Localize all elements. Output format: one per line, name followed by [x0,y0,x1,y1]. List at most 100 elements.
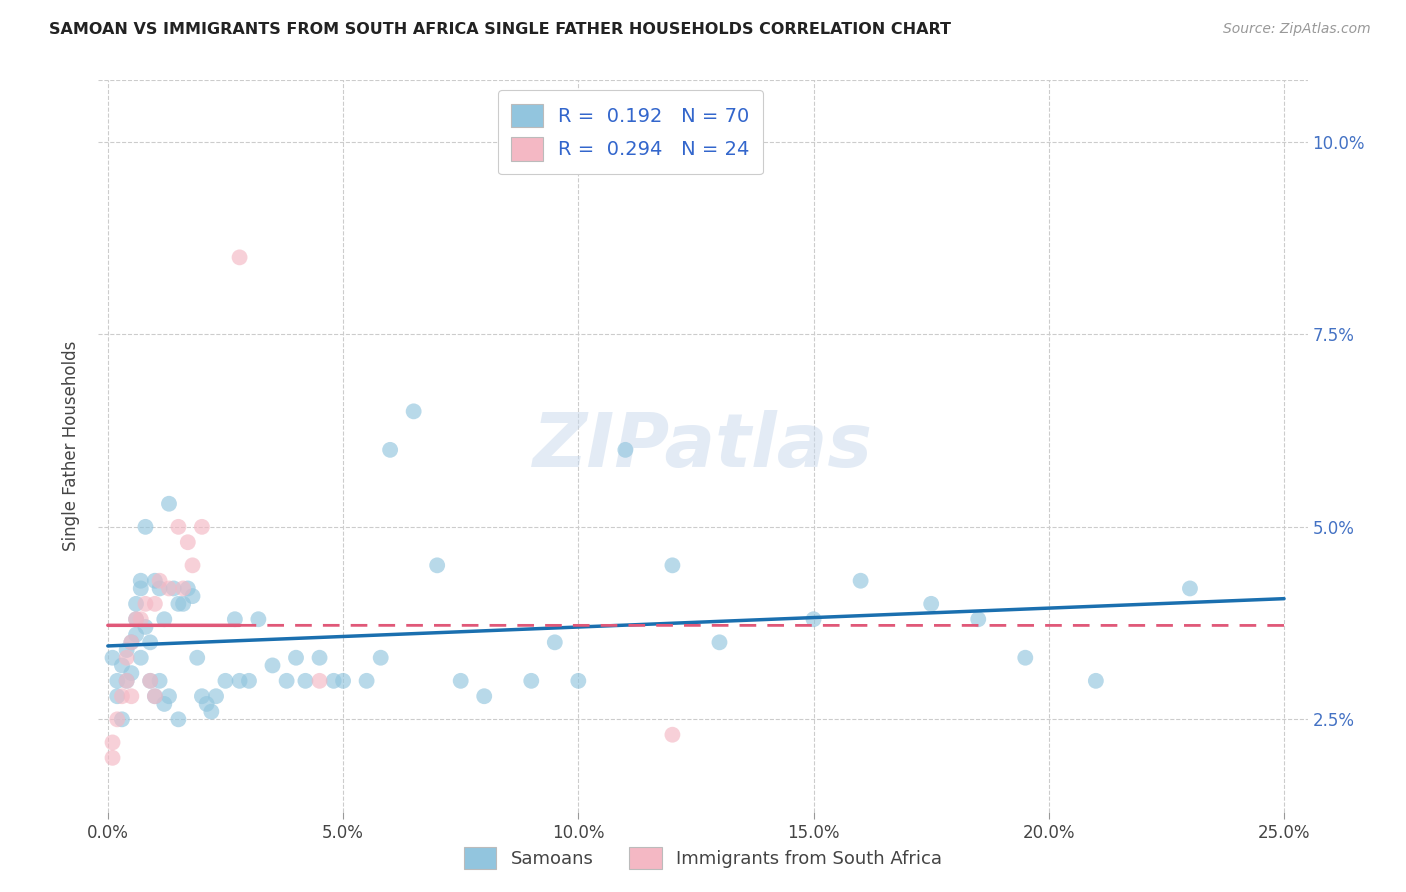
Point [177,535,200,549]
Point [134,597,156,611]
Point [167,712,190,726]
Point [661,728,683,742]
Point [205,690,228,704]
Point [143,597,166,611]
Point [125,612,148,626]
Point [143,690,166,704]
Point [120,635,142,649]
Point [195,697,218,711]
Point [709,635,731,649]
Point [1014,650,1036,665]
Point [139,673,162,688]
Point [472,690,495,704]
Point [849,574,872,588]
Point [157,690,180,704]
Point [181,558,204,573]
Text: ZIPatlas: ZIPatlas [533,409,873,483]
Point [214,673,236,688]
Point [134,520,156,534]
Point [129,574,152,588]
Point [177,582,200,596]
Point [149,673,172,688]
Point [520,673,543,688]
Point [308,650,330,665]
Point [111,658,134,673]
Point [378,442,401,457]
Point [139,635,162,649]
Text: SAMOAN VS IMMIGRANTS FROM SOUTH AFRICA SINGLE FATHER HOUSEHOLDS CORRELATION CHAR: SAMOAN VS IMMIGRANTS FROM SOUTH AFRICA S… [49,22,952,37]
Point [167,520,190,534]
Point [224,612,246,626]
Point [186,650,208,665]
Point [370,650,392,665]
Point [129,582,152,596]
Point [125,597,148,611]
Point [426,558,449,573]
Point [120,635,142,649]
Point [1084,673,1107,688]
Point [115,673,138,688]
Legend: R =  0.192   N = 70, R =  0.294   N = 24: R = 0.192 N = 70, R = 0.294 N = 24 [498,90,763,175]
Point [101,735,124,749]
Point [149,582,172,596]
Point [125,627,148,641]
Point [200,705,222,719]
Point [111,712,134,726]
Point [356,673,378,688]
Point [544,635,567,649]
Point [167,597,190,611]
Point [115,673,138,688]
Point [115,643,138,657]
Point [153,612,176,626]
Point [1178,582,1201,596]
Point [157,582,180,596]
Point [228,673,250,688]
Point [247,612,270,626]
Point [172,582,194,596]
Point [105,690,128,704]
Text: Source: ZipAtlas.com: Source: ZipAtlas.com [1223,22,1371,37]
Point [120,690,142,704]
Point [101,650,124,665]
Point [262,658,284,673]
Point [149,574,172,588]
Point [450,673,472,688]
Point [134,620,156,634]
Point [294,673,316,688]
Point [967,612,990,626]
Point [129,612,152,626]
Legend: Samoans, Immigrants from South Africa: Samoans, Immigrants from South Africa [454,838,952,879]
Point [101,751,124,765]
Point [308,673,330,688]
Point [129,650,152,665]
Point [105,673,128,688]
Point [181,589,204,603]
Point [120,666,142,681]
Point [276,673,298,688]
Point [172,597,194,611]
Point [139,673,162,688]
Point [322,673,344,688]
Point [238,673,260,688]
Point [285,650,308,665]
Point [105,712,128,726]
Point [163,582,186,596]
Point [153,697,176,711]
Point [803,612,825,626]
Point [228,251,250,265]
Point [143,690,166,704]
Point [191,690,214,704]
Point [111,690,134,704]
Point [614,442,637,457]
Point [332,673,354,688]
Y-axis label: Single Father Households: Single Father Households [62,341,80,551]
Point [920,597,942,611]
Point [567,673,589,688]
Point [125,612,148,626]
Point [661,558,683,573]
Point [191,520,214,534]
Point [157,497,180,511]
Point [143,574,166,588]
Point [115,650,138,665]
Point [402,404,425,418]
